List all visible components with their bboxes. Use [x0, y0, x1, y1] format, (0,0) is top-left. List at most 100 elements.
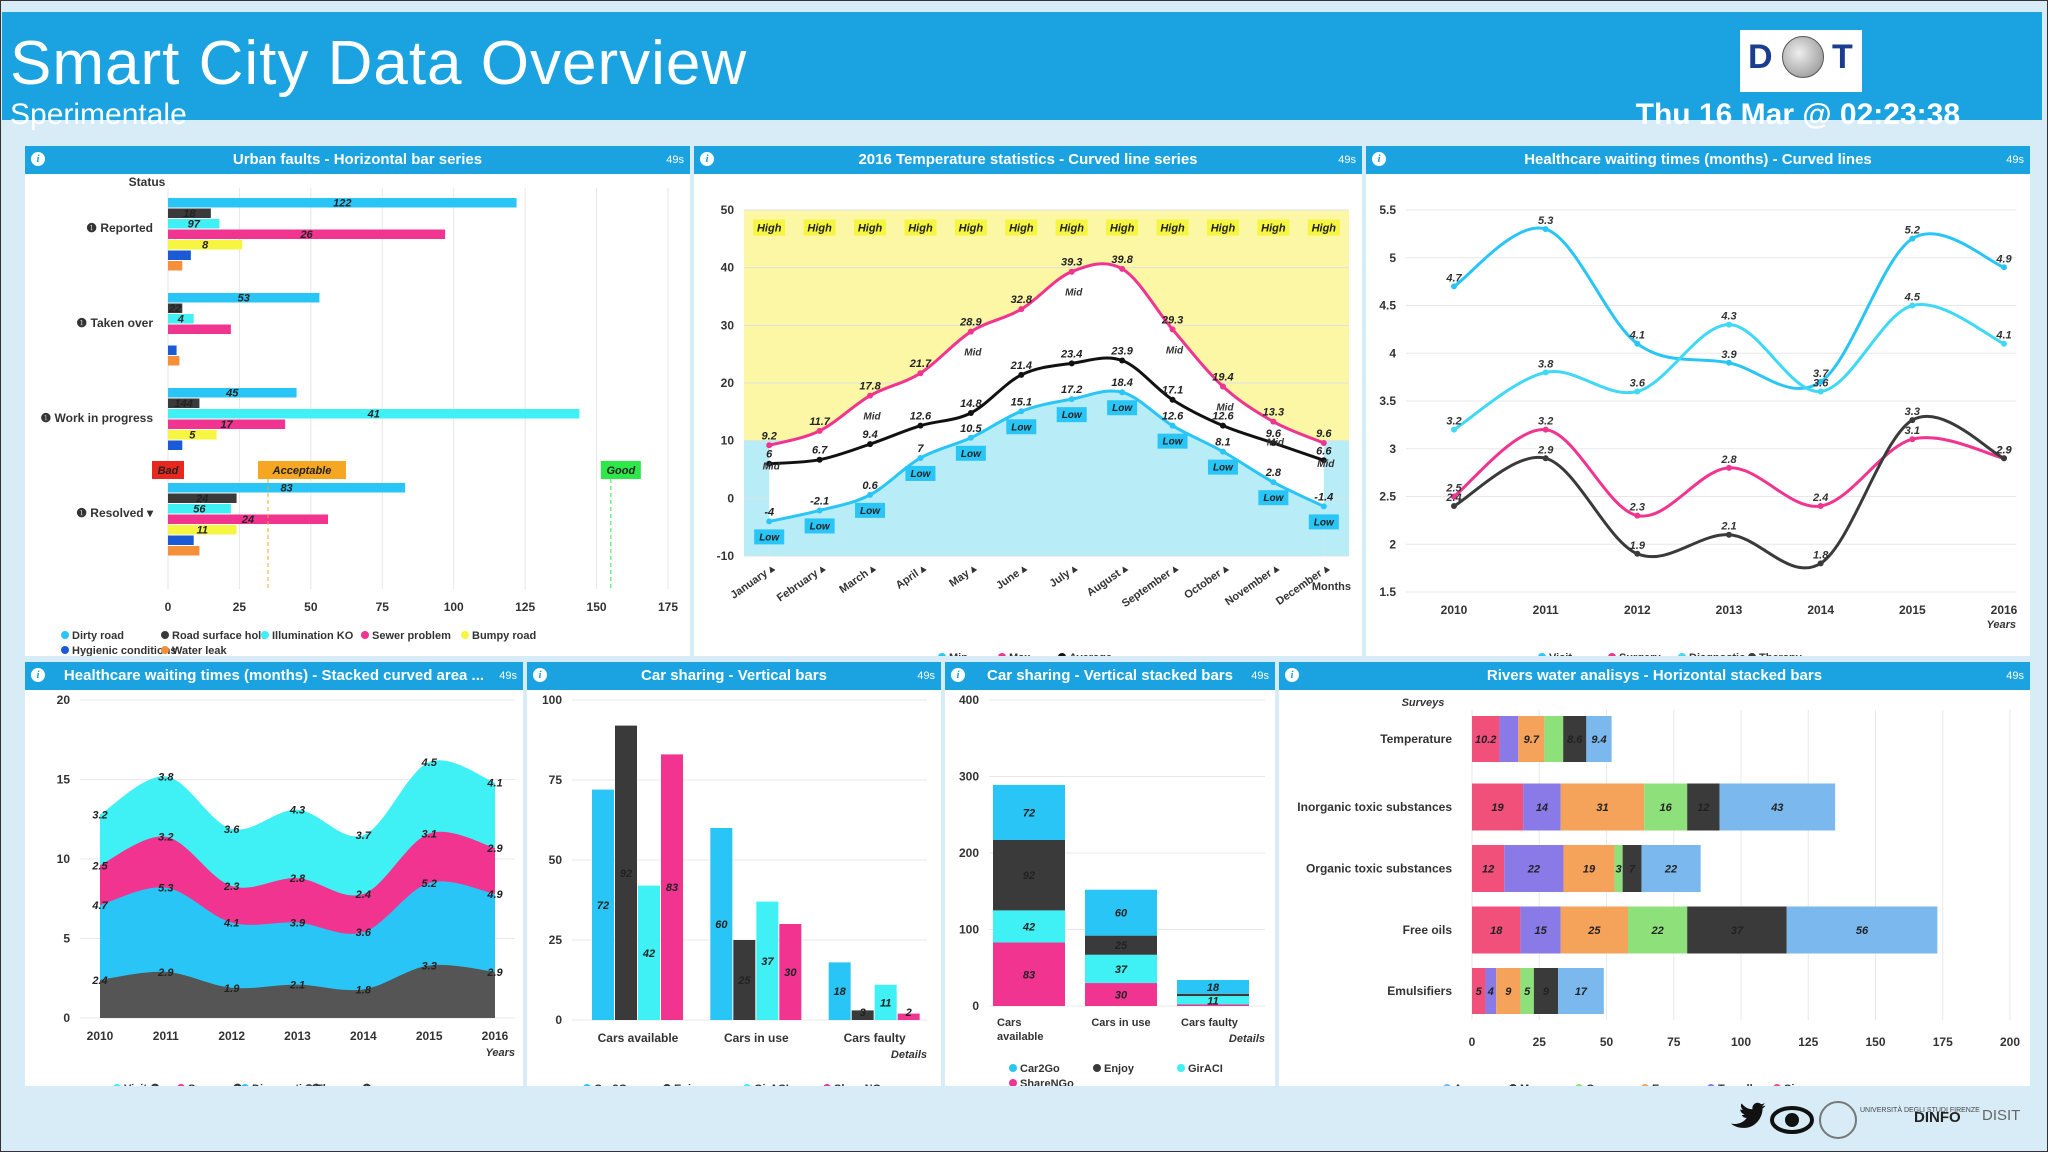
- legend-marker: [1538, 653, 1546, 656]
- bar-value-label: 72: [1023, 807, 1035, 819]
- stacked-bar-segment: [1560, 783, 1645, 831]
- car-sharing-chart: 0 25 50 75 100 72 92 42 83 Cars available 60 25 37 30…: [542, 693, 927, 1086]
- y-tick-label: 3: [1389, 442, 1396, 456]
- eye-icon[interactable]: [1770, 1106, 1814, 1134]
- bar-value-label: 3: [1616, 864, 1622, 876]
- widget-age: 49s: [2006, 670, 2024, 682]
- data-label: 3.2: [158, 832, 173, 844]
- bar-value-label: 15: [1534, 925, 1547, 937]
- widget-age: 49s: [666, 154, 684, 166]
- disit-text: DISIT: [1982, 1107, 2020, 1124]
- data-label: 5.2: [1905, 225, 1920, 237]
- data-label: 1.8: [356, 984, 372, 996]
- y-tick-label: 4.5: [1379, 299, 1396, 313]
- data-point: [1634, 512, 1641, 519]
- widget-healthcare-lines: i Healthcare waiting times (months) - Cur…: [1366, 146, 2030, 656]
- bar: [897, 1013, 920, 1020]
- legend-marker: [161, 631, 169, 639]
- bar-value-label: 18: [183, 208, 196, 220]
- band-badge-high: [954, 219, 987, 236]
- data-point: [867, 491, 874, 498]
- info-icon[interactable]: i: [951, 668, 965, 682]
- healthcare-stacked-chart: 0 5 10 15 20 2.4 2.9 1.9 2.1 1.8 3.3 2.9 4.7 5.3 4.1 3.…: [57, 693, 515, 1086]
- legend-marker: [1575, 1084, 1583, 1086]
- stacked-bar-segment: [1644, 783, 1688, 831]
- data-label: 4.5: [421, 757, 438, 769]
- info-icon[interactable]: i: [533, 668, 547, 682]
- bar-value-label: 30: [784, 967, 797, 979]
- widget-car-sharing: i Car sharing - Vertical bars 49s 0 25 50 75 1…: [527, 662, 941, 1086]
- bar: [168, 409, 580, 419]
- bar-value-label: 37: [1731, 925, 1744, 937]
- info-icon[interactable]: i: [31, 668, 45, 682]
- y-tick-label: 0: [972, 999, 979, 1013]
- twitter-icon[interactable]: [1730, 1102, 1766, 1128]
- band-badge-low: [1157, 433, 1188, 449]
- bar-value-label: 7: [1629, 864, 1636, 876]
- data-point: [1320, 503, 1327, 510]
- bar-value-label: 122: [333, 198, 351, 210]
- info-icon[interactable]: i: [31, 152, 45, 166]
- bar: [168, 219, 220, 229]
- dashboard-header: Smart City Data Overview Sperimentale Th…: [2, 12, 2042, 131]
- legend-marker: [305, 1084, 313, 1086]
- x-tick-label: 50: [304, 600, 318, 614]
- x-tick-label: Cars available: [598, 1031, 679, 1045]
- data-label: 2.5: [91, 860, 108, 872]
- data-label: -4: [764, 506, 774, 518]
- legend-marker: [1009, 1079, 1017, 1086]
- band-badge-high: [803, 219, 836, 236]
- legend-label: Car2Go: [594, 1083, 634, 1086]
- x-tick-label: July ▴: [1047, 562, 1079, 590]
- info-icon[interactable]: i: [700, 152, 714, 166]
- data-label: 6: [766, 449, 773, 461]
- data-label: 12.6: [1162, 411, 1184, 423]
- stacked-bar-segment: [1622, 845, 1642, 892]
- category-label: Emulsifiers: [1387, 984, 1452, 998]
- data-label: 39.3: [1061, 257, 1082, 269]
- data-label: 8.1: [1215, 437, 1230, 449]
- data-point: [967, 328, 974, 335]
- legend-label: Ema: [1652, 1083, 1676, 1086]
- threshold-badge: [258, 461, 346, 479]
- bar-value-label: 16: [1660, 802, 1673, 814]
- data-point: [1817, 378, 1824, 385]
- y-tick-label: 30: [721, 318, 735, 332]
- legend-label: Max: [1009, 652, 1031, 656]
- bar-value-label: 9.4: [1591, 734, 1606, 746]
- y-tick-label: 20: [721, 376, 735, 390]
- stacked-bar-segment: [1641, 845, 1701, 892]
- x-tick-label: Cars faulty: [844, 1031, 906, 1045]
- x-axis-title: Years: [1986, 619, 2016, 631]
- dashboard-title: Smart City Data Overview: [10, 29, 748, 98]
- x-tick-label: 125: [515, 600, 535, 614]
- x-tick-label: 25: [233, 600, 247, 614]
- legend-marker: [177, 1084, 185, 1086]
- data-point: [1270, 479, 1277, 486]
- band-label: Low: [1163, 437, 1184, 448]
- info-icon[interactable]: i: [1372, 152, 1386, 166]
- data-label: 5.3: [1538, 215, 1553, 227]
- y-tick-label: 1.5: [1379, 585, 1396, 599]
- bar-value-label: 83: [666, 882, 678, 894]
- widget-age: 49s: [1338, 154, 1356, 166]
- legend-marker: [823, 1084, 831, 1086]
- band-label: Mid: [1317, 459, 1335, 470]
- y-tick-label: 2.5: [1379, 490, 1396, 504]
- data-point: [1726, 321, 1732, 328]
- info-icon[interactable]: i: [1285, 668, 1299, 682]
- band-label: Low: [961, 449, 982, 460]
- y-tick-label: 0: [63, 1011, 70, 1025]
- y-tick-label: 4: [1389, 346, 1396, 360]
- data-label: 9.2: [762, 430, 777, 442]
- band-label: Low: [810, 521, 831, 532]
- bar-value-label: 41: [367, 409, 380, 421]
- data-label: 17.1: [1162, 385, 1183, 397]
- data-point: [2001, 340, 2007, 347]
- data-label: 29.3: [1161, 314, 1183, 326]
- bar-value-label: 45: [225, 388, 239, 400]
- data-label: 28.9: [959, 317, 982, 329]
- legend-label: Dirty road: [72, 630, 124, 642]
- legend-marker: [938, 653, 946, 656]
- disit-logo[interactable]: D T: [1740, 30, 1862, 92]
